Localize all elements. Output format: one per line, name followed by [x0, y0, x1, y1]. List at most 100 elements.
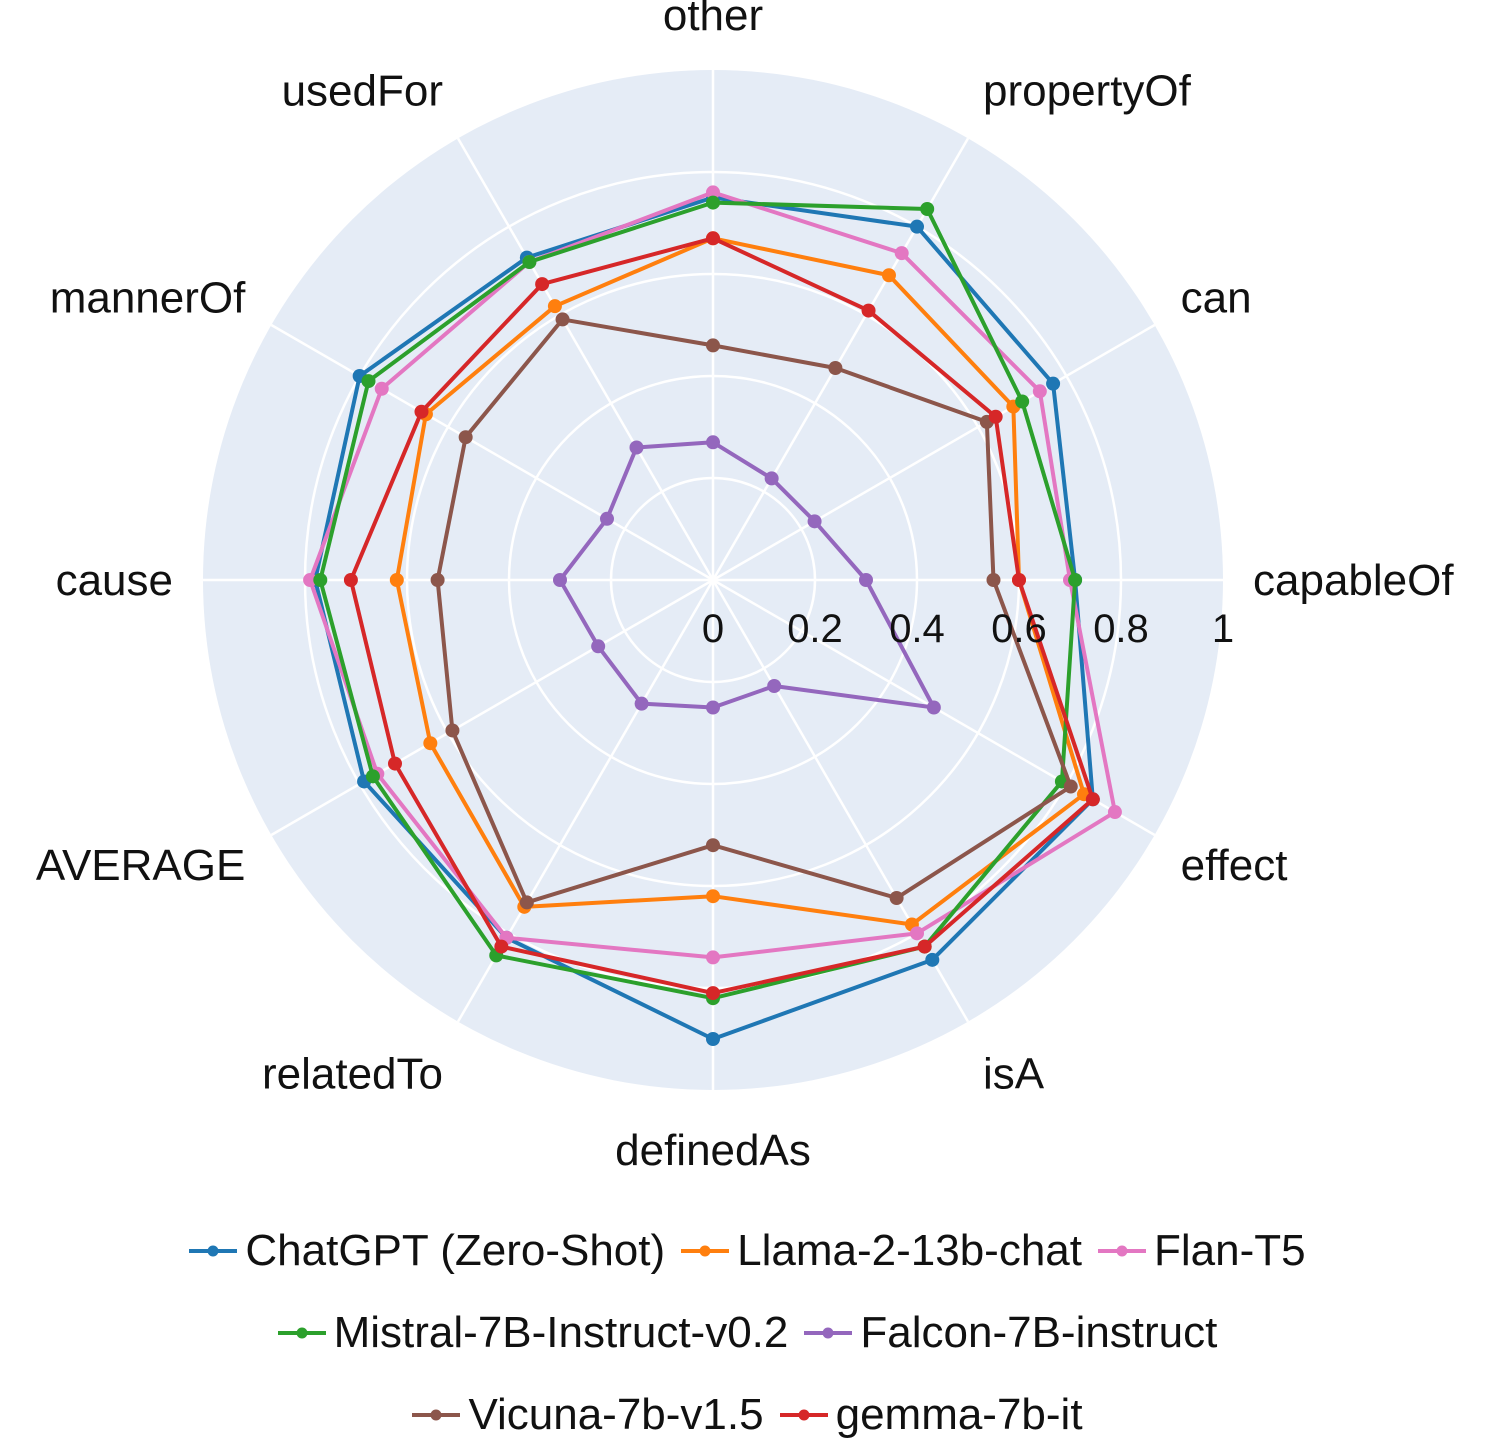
data-point [894, 246, 909, 261]
data-point [634, 696, 649, 711]
data-point [828, 360, 843, 375]
radar-chart: capableOf can propertyOf other usedFor manner… [36, 0, 1454, 1175]
data-point [361, 374, 376, 389]
legend-item[interactable]: Mistral-7B-Instruct-v0.2 [276, 1308, 789, 1358]
data-point [706, 231, 720, 246]
data-point [1012, 573, 1026, 587]
radial-tick-label: 0 [702, 607, 724, 651]
legend-label: Falcon-7B-instruct [860, 1308, 1218, 1357]
data-point [706, 986, 720, 1001]
data-point [313, 573, 328, 587]
polar-grid [203, 70, 1223, 1090]
series-layer [303, 185, 1122, 1046]
radial-tick-label: 0.4 [889, 607, 945, 651]
grid-spoke [712, 323, 1156, 582]
data-point [414, 404, 429, 419]
data-point [553, 573, 567, 587]
data-point [706, 338, 720, 353]
grid-spoke [456, 137, 715, 581]
legend-item[interactable]: Llama-2-13b-chat [679, 1226, 1082, 1276]
data-point [706, 185, 720, 200]
legend-label: Flan-T5 [1154, 1226, 1306, 1275]
grid-spoke [270, 323, 714, 582]
data-point [423, 736, 438, 751]
data-point [1068, 573, 1083, 587]
axis-label: isA [983, 1050, 1045, 1099]
radial-tick-label: 1 [1212, 607, 1234, 651]
data-point [547, 299, 562, 314]
legend-swatch-icon [804, 1327, 853, 1339]
data-point [986, 573, 1001, 587]
data-point [706, 950, 720, 965]
data-point [861, 303, 876, 318]
data-point [881, 268, 896, 283]
data-point [535, 277, 550, 292]
data-point [1085, 792, 1100, 807]
data-point [591, 639, 606, 654]
legend-swatch-icon [779, 1409, 828, 1421]
radial-tick-label: 0.8 [1093, 607, 1149, 651]
series-gemma-7b-it [343, 231, 1100, 1001]
data-point [920, 201, 935, 216]
data-point [1015, 394, 1030, 409]
data-point [926, 700, 941, 715]
data-point [706, 700, 720, 715]
axis-label: other [663, 0, 763, 40]
axis-label: relatedTo [262, 1050, 443, 1099]
axis-label: definedAs [615, 1126, 811, 1175]
legend-label: Mistral-7B-Instruct-v0.2 [333, 1308, 789, 1357]
data-point [859, 573, 873, 587]
data-point [629, 440, 644, 455]
axis-label: mannerOf [50, 274, 246, 323]
legend-item[interactable]: gemma-7b-it [778, 1390, 1083, 1440]
data-point [343, 573, 358, 587]
data-point [910, 926, 924, 941]
axis-label: can [1181, 274, 1252, 323]
axis-label: effect [1181, 841, 1288, 890]
data-point [988, 409, 1003, 424]
legend-item[interactable]: Falcon-7B-instruct [802, 1308, 1217, 1358]
radial-tick-label: 0.6 [991, 607, 1047, 651]
axis-label: capableOf [1253, 556, 1454, 605]
legend: ChatGPT (Zero-Shot) Llama-2-13b-chat Flan-… [0, 1210, 1493, 1456]
data-point [430, 573, 445, 587]
data-point [303, 573, 318, 587]
radial-tick-labels: 0 0.2 0.4 0.6 0.8 1 [702, 607, 1234, 651]
legend-label: Llama-2-13b-chat [737, 1226, 1083, 1275]
data-point [706, 435, 720, 450]
data-point [1107, 805, 1122, 820]
data-point [706, 1032, 720, 1046]
data-point [1032, 384, 1047, 399]
data-point [925, 952, 940, 967]
data-point [365, 769, 380, 784]
legend-item[interactable]: Vicuna-7b-v1.5 [410, 1390, 764, 1440]
legend-label: gemma-7b-it [835, 1390, 1083, 1439]
legend-swatch-icon [681, 1245, 730, 1257]
legend-row: Vicuna-7b-v1.5 gemma-7b-it [0, 1374, 1493, 1456]
radial-tick-label: 0.2 [787, 607, 843, 651]
data-point [1046, 376, 1061, 391]
legend-swatch-icon [189, 1245, 238, 1257]
legend-row: ChatGPT (Zero-Shot) Llama-2-13b-chat Flan-… [0, 1210, 1493, 1292]
legend-swatch-icon [412, 1409, 461, 1421]
legend-item[interactable]: ChatGPT (Zero-Shot) [187, 1226, 665, 1276]
data-point [519, 895, 534, 910]
data-point [889, 891, 904, 906]
data-point [458, 430, 473, 445]
data-point [387, 756, 402, 771]
axis-label: AVERAGE [36, 841, 245, 890]
data-point [706, 889, 720, 904]
data-point [374, 381, 389, 396]
data-point [522, 254, 537, 269]
legend-swatch-icon [277, 1327, 326, 1339]
data-point [494, 939, 509, 954]
data-point [599, 511, 614, 526]
data-point [706, 838, 720, 853]
legend-item[interactable]: Flan-T5 [1096, 1226, 1306, 1276]
data-point [1063, 779, 1078, 794]
axis-label: usedFor [282, 67, 443, 116]
data-point [764, 471, 779, 486]
series-vicuna-7b-v1-5 [430, 312, 1078, 910]
series-falcon-7b-instruct [553, 435, 941, 715]
axis-labels: capableOf can propertyOf other usedFor manner… [36, 0, 1454, 1175]
